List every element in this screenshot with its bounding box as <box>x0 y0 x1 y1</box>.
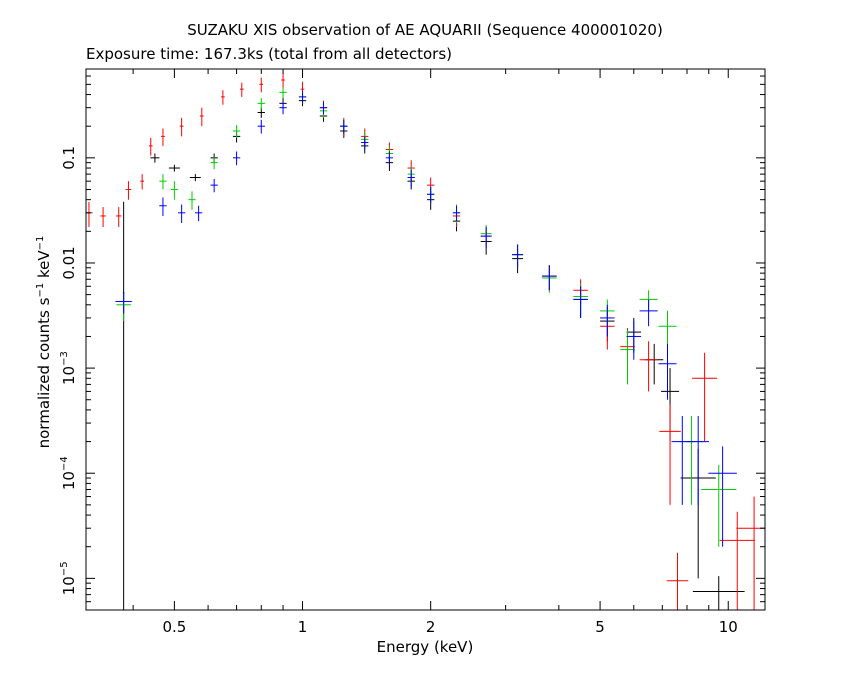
data-point <box>159 197 167 216</box>
data-point <box>177 204 186 224</box>
data-point <box>188 191 196 210</box>
data-point <box>239 82 244 97</box>
data-point <box>159 174 167 190</box>
x-axis-label: Energy (keV) <box>376 638 474 656</box>
data-point <box>340 119 348 134</box>
data-point <box>512 244 524 268</box>
data-point <box>279 87 287 99</box>
data-point <box>232 151 241 166</box>
data-point <box>168 164 180 172</box>
data-point <box>658 310 677 350</box>
data-point <box>620 330 635 385</box>
data-point <box>259 77 264 93</box>
data-point <box>692 576 745 610</box>
data-point <box>626 321 642 360</box>
x-tick-label: 1 <box>298 618 308 636</box>
data-point <box>671 416 694 505</box>
x-tick-label: 2 <box>426 618 436 636</box>
data-point <box>161 128 165 146</box>
data-point <box>122 201 125 610</box>
data-point <box>194 205 203 222</box>
y-tick-label: 0.01 <box>60 246 78 279</box>
chart-subtitle: Exposure time: 167.3ks (total from all d… <box>86 45 453 63</box>
data-point <box>279 101 287 115</box>
data-point <box>210 156 218 170</box>
data-point <box>298 91 307 104</box>
data-point <box>427 186 435 204</box>
data-point <box>115 207 122 227</box>
data-point <box>86 202 93 227</box>
data-point <box>407 169 415 187</box>
y-tick-label: 10−4 <box>59 456 78 490</box>
series-3 <box>115 91 737 547</box>
data-point <box>125 181 132 200</box>
data-point <box>736 496 765 610</box>
data-point <box>659 404 681 505</box>
data-point <box>221 90 225 105</box>
y-tick-label: 0.1 <box>60 146 78 170</box>
data-point <box>115 291 132 314</box>
data-point <box>692 352 718 442</box>
data-point <box>170 181 179 200</box>
data-point <box>385 151 394 166</box>
data-point <box>257 98 265 110</box>
data-point <box>361 136 369 150</box>
data-point <box>658 343 677 400</box>
data-point <box>666 552 689 610</box>
data-point <box>281 73 285 89</box>
data-point <box>639 341 658 392</box>
data-point <box>257 119 265 134</box>
data-point <box>639 299 658 327</box>
plot-frame <box>85 68 766 611</box>
data-point <box>687 416 709 505</box>
data-point <box>542 265 557 291</box>
x-tick-label: 5 <box>595 618 605 636</box>
series-0 <box>122 95 745 610</box>
y-tick-label: 10−5 <box>59 561 78 595</box>
data-point <box>150 153 160 163</box>
data-point <box>452 205 461 222</box>
series-layer <box>86 73 765 610</box>
data-point <box>708 446 737 547</box>
data-point <box>210 178 218 193</box>
data-point <box>719 511 755 610</box>
data-point <box>148 137 153 156</box>
data-point <box>179 117 184 137</box>
data-point <box>573 286 588 318</box>
series-2 <box>116 87 737 547</box>
series-1 <box>86 73 765 610</box>
data-point <box>199 107 204 127</box>
tick-layer: 0.5 1 2 5 10 0.1 0.01 10−3 10−4 10−5 <box>59 69 765 636</box>
data-point <box>701 464 737 547</box>
data-point <box>480 226 492 248</box>
y-tick-label: 10−3 <box>59 351 78 385</box>
data-point <box>319 101 328 115</box>
data-point <box>189 174 201 182</box>
data-point <box>257 107 265 118</box>
x-tick-label: 0.5 <box>162 618 186 636</box>
chart-title: SUZAKU XIS observation of AE AQUARII (Se… <box>187 21 663 39</box>
data-point <box>232 125 241 138</box>
x-tick-label: 10 <box>719 618 738 636</box>
data-point <box>600 304 615 337</box>
data-point <box>100 207 106 227</box>
data-point <box>140 174 144 190</box>
